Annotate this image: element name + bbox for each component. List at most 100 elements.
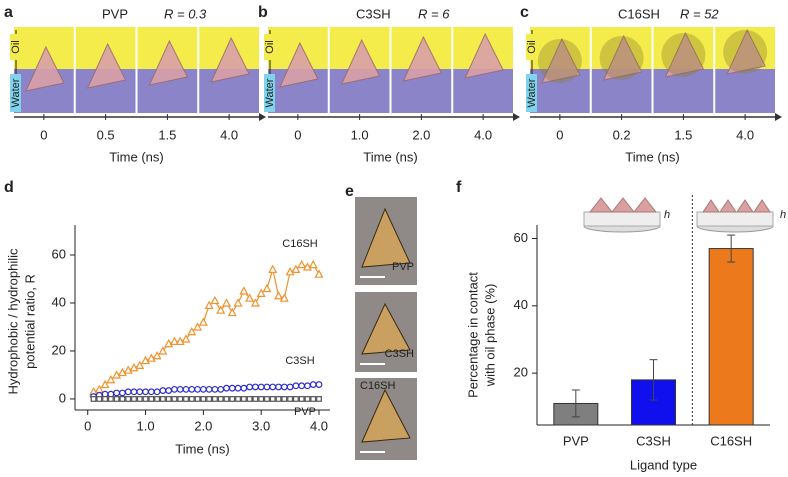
point bbox=[164, 339, 174, 348]
nanocrystal bbox=[602, 34, 643, 81]
oil-tag bbox=[526, 34, 537, 60]
point bbox=[210, 295, 220, 305]
ligand-shell bbox=[537, 39, 582, 83]
ratio-label: R = 0.3 bbox=[164, 6, 207, 21]
point bbox=[123, 365, 133, 374]
time-label: 0 bbox=[556, 127, 563, 142]
point bbox=[256, 288, 266, 297]
point bbox=[119, 396, 126, 402]
point bbox=[246, 383, 254, 391]
point bbox=[154, 396, 161, 402]
oil-label: Oil bbox=[10, 40, 22, 53]
point bbox=[292, 382, 300, 390]
point bbox=[171, 385, 178, 393]
point bbox=[136, 396, 143, 402]
axis-arrow bbox=[259, 113, 266, 121]
time-axis-label: Time (ns) bbox=[625, 149, 679, 164]
pyramid bbox=[610, 197, 636, 213]
ligand-shell bbox=[661, 33, 706, 77]
point bbox=[187, 327, 197, 336]
nanocrystal bbox=[210, 36, 250, 83]
point bbox=[135, 360, 145, 369]
oil-label: Oil bbox=[264, 40, 276, 53]
point bbox=[315, 381, 323, 388]
point bbox=[193, 322, 203, 331]
time-label: 2.0 bbox=[412, 127, 430, 142]
series-label: PVP bbox=[294, 406, 316, 418]
pyramid bbox=[753, 199, 771, 213]
axis-arrow bbox=[513, 113, 520, 121]
point bbox=[280, 383, 288, 391]
point bbox=[113, 396, 120, 402]
point bbox=[235, 396, 241, 402]
ligand-shell bbox=[599, 36, 644, 80]
point bbox=[286, 383, 294, 391]
point bbox=[269, 383, 277, 391]
time-label: 4.0 bbox=[736, 127, 754, 142]
panel-letter: a bbox=[4, 4, 13, 21]
point bbox=[240, 384, 248, 392]
point bbox=[316, 396, 322, 402]
y-tick-label: 40 bbox=[52, 294, 66, 309]
point bbox=[158, 346, 168, 355]
time-label: 0.2 bbox=[613, 127, 631, 142]
point bbox=[142, 388, 149, 396]
ligand-shell bbox=[723, 30, 768, 74]
point bbox=[257, 383, 265, 391]
x-axis-label: Ligand type bbox=[630, 457, 697, 472]
nanocrystal bbox=[279, 41, 319, 88]
time-label: 0 bbox=[294, 127, 301, 142]
series-label: C16SH bbox=[282, 238, 318, 250]
water-phase bbox=[453, 69, 513, 113]
time-label: 4.0 bbox=[474, 127, 492, 142]
point bbox=[221, 298, 232, 307]
point bbox=[148, 396, 155, 402]
water-phase bbox=[715, 69, 775, 113]
y-tick-label: 20 bbox=[514, 365, 528, 380]
pyramid bbox=[736, 199, 754, 213]
point bbox=[263, 383, 271, 391]
point bbox=[285, 267, 295, 276]
point bbox=[136, 388, 144, 396]
pyramid bbox=[361, 388, 411, 443]
ratio-label: R = 52 bbox=[680, 6, 719, 21]
point bbox=[287, 396, 294, 402]
point bbox=[252, 383, 259, 391]
oil-tag bbox=[264, 34, 275, 60]
nanocrystal bbox=[464, 32, 504, 79]
point bbox=[269, 396, 276, 402]
point bbox=[146, 353, 156, 362]
time-label: 4.0 bbox=[220, 127, 238, 142]
x-axis-label: Time (ns) bbox=[175, 441, 229, 456]
panel-letter: e bbox=[345, 183, 354, 200]
y-tick-label: 60 bbox=[514, 230, 528, 245]
time-axis-label: Time (ns) bbox=[109, 149, 163, 164]
panel-letter: b bbox=[258, 4, 268, 21]
point bbox=[217, 396, 224, 402]
point bbox=[117, 367, 127, 377]
micrograph-label: PVP bbox=[392, 261, 414, 273]
nanocrystal bbox=[25, 45, 65, 92]
water-tag bbox=[526, 74, 537, 112]
water-tag bbox=[264, 74, 275, 112]
point bbox=[141, 355, 151, 365]
point bbox=[177, 396, 184, 402]
nanocrystal bbox=[86, 42, 127, 89]
y-tick-label: 40 bbox=[514, 297, 528, 312]
x-tick-label: C16SH bbox=[710, 433, 752, 448]
point bbox=[212, 396, 218, 402]
point bbox=[165, 387, 173, 394]
nanocrystal bbox=[541, 37, 581, 84]
point bbox=[297, 259, 307, 269]
point bbox=[298, 396, 305, 402]
point bbox=[314, 269, 324, 278]
oil-tag bbox=[10, 34, 21, 60]
pyramid bbox=[361, 302, 411, 355]
point bbox=[194, 385, 201, 393]
inset-label: h bbox=[780, 209, 786, 221]
point bbox=[107, 396, 114, 402]
pyramid bbox=[361, 207, 411, 268]
point bbox=[298, 382, 306, 390]
point bbox=[279, 293, 289, 302]
point bbox=[147, 388, 155, 396]
